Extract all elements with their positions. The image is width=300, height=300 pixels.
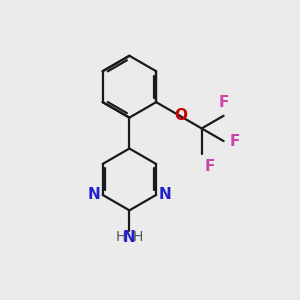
Text: F: F: [218, 95, 229, 110]
Text: H: H: [116, 230, 126, 244]
Text: F: F: [230, 134, 241, 148]
Text: N: N: [88, 188, 100, 202]
Text: H: H: [132, 230, 143, 244]
Text: F: F: [205, 159, 215, 174]
Text: N: N: [158, 188, 171, 202]
Text: O: O: [174, 108, 187, 123]
Text: N: N: [123, 230, 136, 245]
